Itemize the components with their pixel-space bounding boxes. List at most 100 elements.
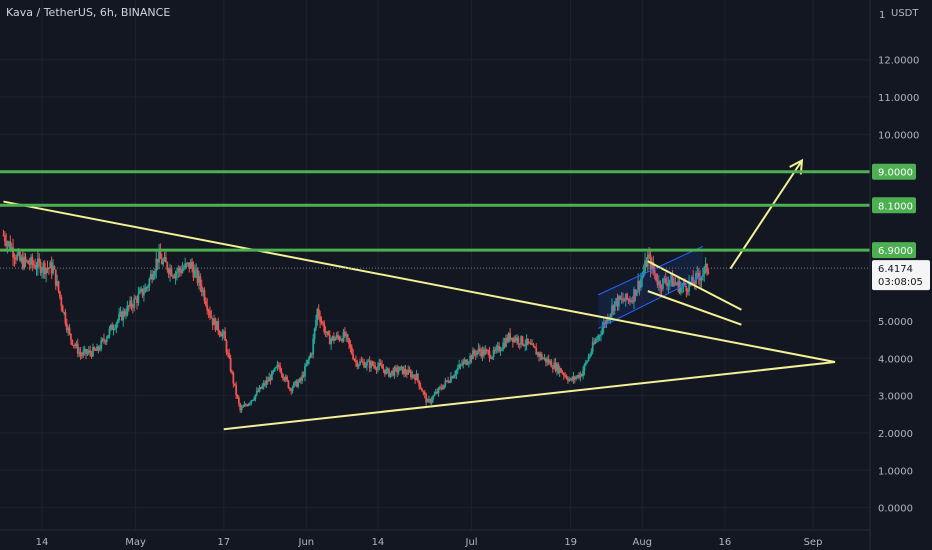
- horizontal-levels[interactable]: [0, 170, 870, 252]
- time-axis[interactable]: 14 May 17 Jun 14 Jul 19 Aug 16 Sep: [0, 529, 870, 548]
- candle-body: [176, 271, 178, 274]
- candle-body: [427, 399, 430, 401]
- x-tick-label: Aug: [633, 537, 653, 548]
- x-tick-label: 14: [36, 537, 49, 548]
- candle-body: [628, 299, 631, 302]
- candle-body: [141, 288, 144, 296]
- candle-body: [514, 337, 517, 341]
- candle-body: [411, 374, 414, 378]
- level-tag: [872, 197, 916, 214]
- candle-body: [561, 372, 564, 374]
- candle-body: [166, 262, 169, 270]
- candle-body: [388, 368, 390, 377]
- candle-body: [54, 269, 57, 286]
- candle-body: [204, 300, 207, 306]
- candle-body: [5, 241, 8, 247]
- candle-body: [27, 260, 30, 264]
- candle-body: [447, 380, 450, 383]
- candle-body: [131, 306, 134, 308]
- candle-body: [356, 361, 359, 367]
- candle-body: [664, 278, 667, 283]
- candle-body: [180, 270, 182, 273]
- candle-body: [123, 311, 126, 315]
- candle-body: [688, 281, 690, 292]
- candle-body: [597, 335, 600, 340]
- candle-body: [226, 352, 229, 354]
- candle-body: [589, 354, 591, 357]
- candle-body: [657, 281, 660, 285]
- x-tick-label: Jun: [298, 537, 315, 548]
- candle-body: [422, 391, 425, 393]
- candle-body: [156, 258, 159, 263]
- price-axis[interactable]: USDT 1 12.0000 11.0000 10.0000 5.0000 4.0000 3.…: [869, 0, 919, 550]
- candle-body: [140, 288, 143, 291]
- candle-body: [308, 357, 310, 360]
- x-tick-label: May: [125, 537, 146, 548]
- candle-body: [518, 343, 521, 345]
- candle-body: [390, 370, 393, 373]
- candle-body: [236, 395, 239, 398]
- candle-body: [92, 347, 94, 357]
- candle-body: [492, 350, 495, 357]
- candle-body: [604, 322, 607, 325]
- candle-body: [624, 293, 627, 301]
- candle-body: [320, 321, 323, 323]
- candle-body: [30, 257, 32, 265]
- arrow-head: [789, 158, 804, 175]
- candle-body: [648, 254, 651, 256]
- candle-body: [28, 263, 31, 265]
- candle-body: [232, 372, 235, 384]
- candle-body: [23, 256, 26, 269]
- candle-body: [370, 361, 372, 368]
- candle-body: [455, 370, 458, 375]
- candle-body: [273, 367, 276, 371]
- candle-body: [487, 350, 489, 352]
- candle-body: [14, 258, 17, 260]
- candle-body: [430, 399, 433, 403]
- candle-body: [498, 345, 500, 352]
- candle-body: [478, 348, 481, 352]
- candle-body: [616, 298, 619, 307]
- candle-body: [535, 348, 538, 355]
- candle-body: [86, 352, 89, 354]
- candle-body: [418, 380, 421, 387]
- candle-body: [126, 305, 129, 315]
- candle-body: [580, 373, 583, 377]
- candle-body: [225, 340, 228, 353]
- candle-body: [483, 349, 485, 355]
- candle-body: [272, 370, 275, 372]
- candle-body: [494, 350, 496, 352]
- candle-body: [404, 369, 407, 374]
- x-tick-label: 16: [719, 537, 732, 548]
- candle-body: [410, 371, 412, 378]
- candle-body: [74, 344, 76, 346]
- candle-body: [656, 280, 659, 285]
- candle-body: [127, 305, 130, 307]
- candle-body: [456, 368, 459, 371]
- candle-body: [90, 352, 93, 357]
- candle-body: [255, 390, 258, 395]
- candle-body: [429, 399, 432, 403]
- candle-body: [700, 276, 703, 281]
- candle-body: [382, 368, 385, 370]
- candle-body: [45, 268, 48, 274]
- candle-body: [640, 279, 642, 288]
- candle-body: [122, 311, 125, 321]
- candle-body: [396, 367, 399, 373]
- candle-body: [101, 338, 104, 341]
- level-tag: [872, 163, 916, 180]
- candle-body: [426, 400, 429, 403]
- candle-body: [8, 241, 10, 244]
- candle-body: [641, 276, 644, 280]
- candle-body: [434, 391, 437, 395]
- trendline: [647, 290, 742, 326]
- candle-body: [335, 335, 338, 339]
- candle-body: [312, 338, 315, 355]
- candle-body: [247, 403, 250, 406]
- candle-body: [520, 336, 523, 345]
- candle-body: [562, 373, 565, 376]
- candle-body: [42, 263, 45, 271]
- candle-body: [644, 260, 646, 272]
- candle-body: [49, 262, 52, 269]
